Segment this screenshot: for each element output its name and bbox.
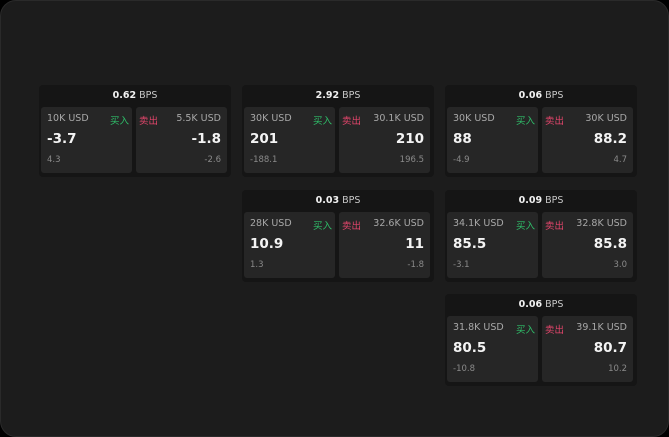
- ask-change: 10.2: [608, 364, 627, 374]
- sell-label: 卖出: [342, 221, 362, 232]
- sell-label: 卖出: [545, 221, 565, 232]
- buy-panel[interactable]: 34.1K USD 买入 85.5 -3.1: [447, 212, 538, 278]
- sell-panel[interactable]: 卖出 32.6K USD 11 -1.8: [339, 212, 430, 278]
- bid-change: -4.9: [453, 155, 470, 165]
- sell-label: 卖出: [545, 116, 565, 127]
- buy-panel[interactable]: 10K USD 买入 -3.7 4.3: [41, 107, 132, 173]
- buy-label: 买入: [312, 221, 332, 232]
- sell-label: 卖出: [139, 116, 159, 127]
- quote-card: 2.92 BPS 30K USD 买入 201 -188.1 卖出 30.1K …: [242, 85, 434, 177]
- bid-size: 28K USD: [250, 218, 292, 229]
- ask-size: 32.8K USD: [576, 218, 627, 229]
- bid-change: 4.3: [47, 155, 61, 165]
- bid-price: 201: [250, 131, 279, 147]
- spread-value: 0.06: [518, 299, 543, 310]
- ask-price: 210: [395, 131, 424, 147]
- buy-label: 买入: [109, 116, 129, 127]
- sell-panel[interactable]: 卖出 32.8K USD 85.8 3.0: [542, 212, 633, 278]
- spread-header: 0.03 BPS: [242, 190, 434, 211]
- ask-change: -2.6: [204, 155, 221, 165]
- spread-unit: BPS: [545, 299, 564, 310]
- ask-change: 4.7: [613, 155, 627, 165]
- buy-label: 买入: [515, 221, 535, 232]
- sell-panel[interactable]: 卖出 5.5K USD -1.8 -2.6: [136, 107, 227, 173]
- ask-price: 11: [405, 236, 424, 252]
- spread-header: 2.92 BPS: [242, 85, 434, 106]
- spread-header: 0.06 BPS: [445, 294, 637, 315]
- ask-size: 30K USD: [585, 113, 627, 124]
- sell-label: 卖出: [342, 116, 362, 127]
- bid-size: 31.8K USD: [453, 322, 504, 333]
- spread-unit: BPS: [342, 90, 361, 101]
- ask-size: 30.1K USD: [373, 113, 424, 124]
- ask-change: 3.0: [613, 260, 627, 270]
- spread-header: 0.62 BPS: [39, 85, 231, 106]
- buy-panel[interactable]: 31.8K USD 买入 80.5 -10.8: [447, 316, 538, 382]
- buy-label: 买入: [312, 116, 332, 127]
- spread-unit: BPS: [139, 90, 158, 101]
- ask-price: 85.8: [593, 236, 627, 252]
- quote-card: 0.06 BPS 30K USD 买入 88 -4.9 卖出 30K USD 8…: [445, 85, 637, 177]
- sell-panel[interactable]: 卖出 39.1K USD 80.7 10.2: [542, 316, 633, 382]
- ask-change: 196.5: [399, 155, 424, 165]
- ask-change: -1.8: [407, 260, 424, 270]
- buy-label: 买入: [515, 116, 535, 127]
- quote-card: 0.03 BPS 28K USD 买入 10.9 1.3 卖出 32.6K US…: [242, 190, 434, 282]
- quote-card: 0.06 BPS 31.8K USD 买入 80.5 -10.8 卖出 39.1…: [445, 294, 637, 386]
- spread-value: 0.06: [518, 90, 543, 101]
- spread-unit: BPS: [545, 90, 564, 101]
- buy-panel[interactable]: 28K USD 买入 10.9 1.3: [244, 212, 335, 278]
- bid-size: 10K USD: [47, 113, 89, 124]
- ask-price: 80.7: [593, 340, 627, 356]
- ask-size: 39.1K USD: [576, 322, 627, 333]
- buy-label: 买入: [515, 325, 535, 336]
- spread-value: 0.09: [518, 195, 543, 206]
- bid-size: 30K USD: [453, 113, 495, 124]
- bid-price: 85.5: [453, 236, 487, 252]
- sell-panel[interactable]: 卖出 30.1K USD 210 196.5: [339, 107, 430, 173]
- spread-header: 0.06 BPS: [445, 85, 637, 106]
- spread-value: 2.92: [315, 90, 340, 101]
- ask-price: 88.2: [593, 131, 627, 147]
- sell-label: 卖出: [545, 325, 565, 336]
- spread-value: 0.62: [112, 90, 137, 101]
- sell-panel[interactable]: 卖出 30K USD 88.2 4.7: [542, 107, 633, 173]
- ask-size: 5.5K USD: [176, 113, 221, 124]
- quote-card: 0.62 BPS 10K USD 买入 -3.7 4.3 卖出 5.5K USD…: [39, 85, 231, 177]
- spread-value: 0.03: [315, 195, 340, 206]
- spread-unit: BPS: [545, 195, 564, 206]
- bid-change: -3.1: [453, 260, 470, 270]
- bid-price: 10.9: [250, 236, 284, 252]
- bid-price: 88: [453, 131, 472, 147]
- buy-panel[interactable]: 30K USD 买入 201 -188.1: [244, 107, 335, 173]
- quote-card: 0.09 BPS 34.1K USD 买入 85.5 -3.1 卖出 32.8K…: [445, 190, 637, 282]
- ask-size: 32.6K USD: [373, 218, 424, 229]
- buy-panel[interactable]: 30K USD 买入 88 -4.9: [447, 107, 538, 173]
- bid-size: 30K USD: [250, 113, 292, 124]
- bid-price: 80.5: [453, 340, 487, 356]
- bid-change: -188.1: [250, 155, 278, 165]
- ask-price: -1.8: [191, 131, 221, 147]
- bid-price: -3.7: [47, 131, 77, 147]
- bid-change: 1.3: [250, 260, 264, 270]
- bid-size: 34.1K USD: [453, 218, 504, 229]
- spread-header: 0.09 BPS: [445, 190, 637, 211]
- spread-unit: BPS: [342, 195, 361, 206]
- bid-change: -10.8: [453, 364, 475, 374]
